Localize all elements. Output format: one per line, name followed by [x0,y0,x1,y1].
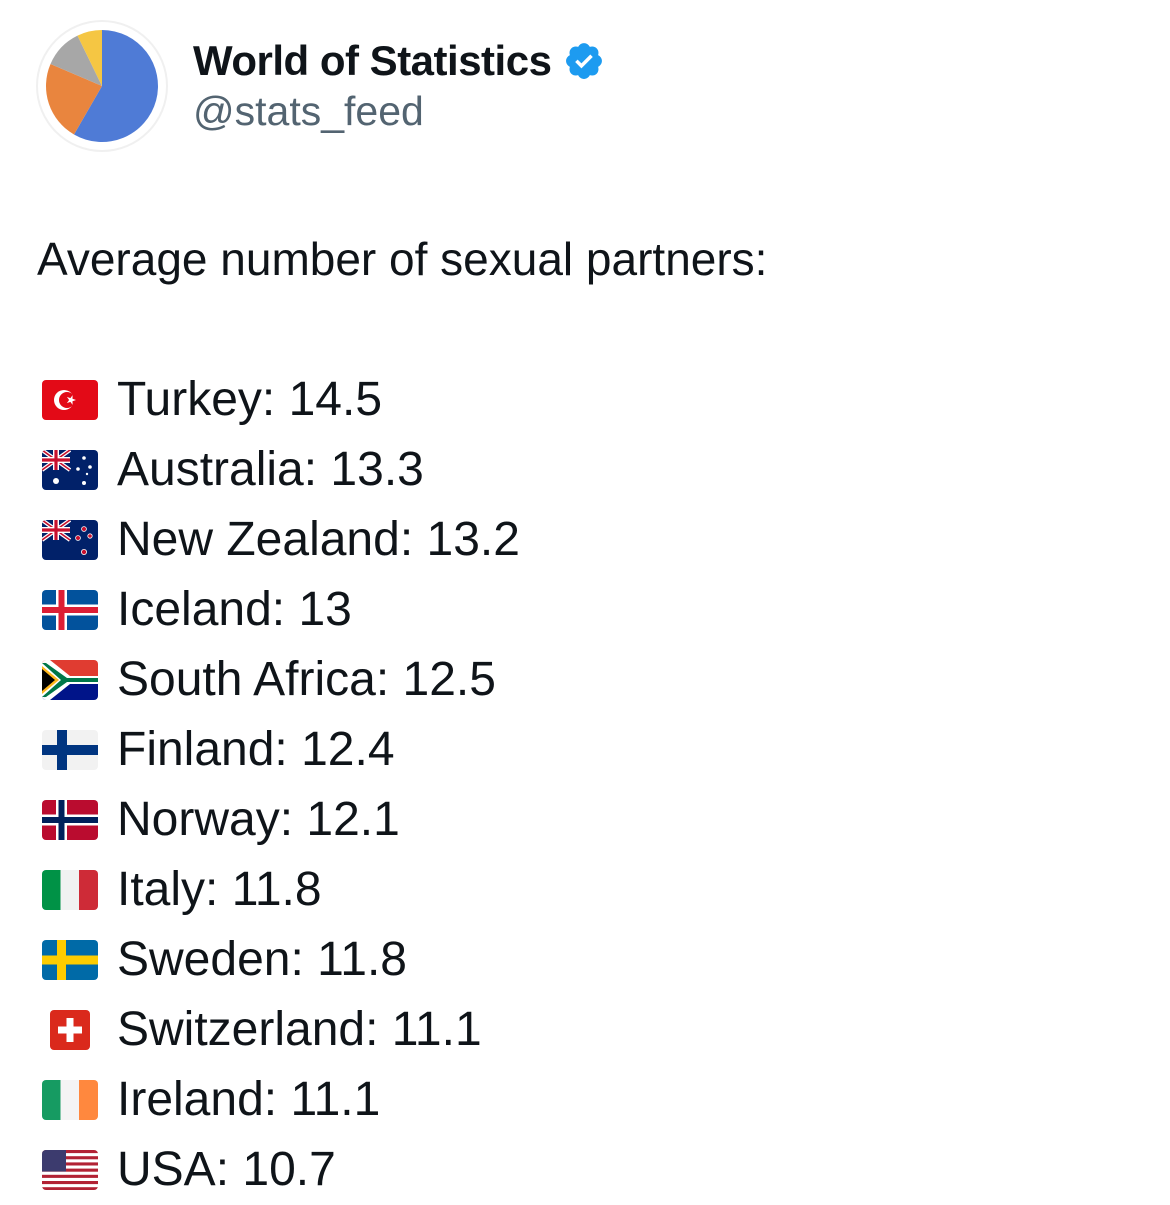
list-item: Australia: 13.3 [0,435,1170,505]
norway-flag-icon [42,800,98,840]
iceland-flag-icon [42,590,98,630]
ireland-flag-icon [42,1080,98,1120]
list-item: South Africa: 12.5 [0,645,1170,715]
list-item-text: Australia: 13.3 [117,443,424,496]
list-item: Iceland: 13 [0,575,1170,645]
list-item: Finland: 12.4 [0,715,1170,785]
australia-flag-icon [42,450,98,490]
list-item: Ireland: 11.1 [0,1065,1170,1135]
south-africa-flag-icon [42,660,98,700]
country-list: Turkey: 14.5 Australia: 13.3 [0,365,1170,1205]
usa-flag-icon [42,1150,98,1190]
list-item: Norway: 12.1 [0,785,1170,855]
tweet-headline: Average number of sexual partners: [37,233,768,285]
list-item: USA: 10.7 [0,1135,1170,1205]
list-item: New Zealand: 13.2 [0,505,1170,575]
list-item: Turkey: 14.5 [0,365,1170,435]
list-item-text: South Africa: 12.5 [117,653,496,706]
list-item-text: New Zealand: 13.2 [117,513,520,566]
switzerland-flag-icon [50,1010,90,1050]
list-item-text: Norway: 12.1 [117,793,400,846]
italy-flag-icon [42,870,98,910]
account-handle[interactable]: @stats_feed [193,88,424,134]
pie-chart-icon [42,26,162,146]
list-item: Sweden: 11.8 [0,925,1170,995]
list-item-text: Ireland: 11.1 [117,1073,381,1126]
list-item-text: USA: 10.7 [117,1143,336,1196]
list-item-text: Sweden: 11.8 [117,933,407,986]
list-item-text: Switzerland: 11.1 [117,1003,482,1056]
list-item-text: Italy: 11.8 [117,863,322,916]
account-display-name[interactable]: World of Statistics [193,34,605,88]
sweden-flag-icon [42,940,98,980]
finland-flag-icon [42,730,98,770]
list-item: Italy: 11.8 [0,855,1170,925]
list-item-text: Finland: 12.4 [117,723,395,776]
turkey-flag-icon [42,380,98,420]
avatar[interactable] [36,20,168,152]
list-item-text: Turkey: 14.5 [117,373,383,426]
display-name-text: World of Statistics [193,37,552,84]
list-item-text: Iceland: 13 [117,583,352,636]
new-zealand-flag-icon [42,520,98,560]
list-item: Switzerland: 11.1 [0,995,1170,1065]
verified-badge-icon [566,43,603,79]
